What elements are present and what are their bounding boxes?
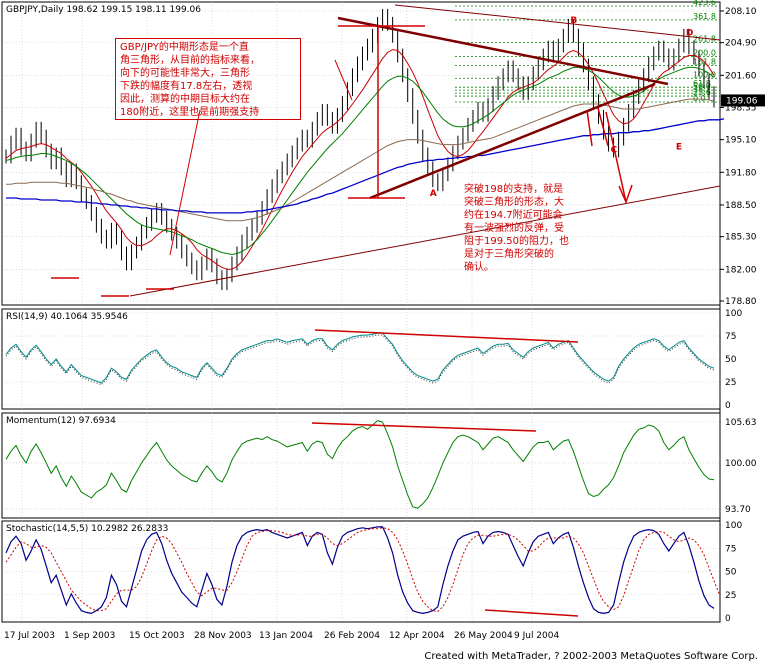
x-tick-label: 26 Feb 2004 — [324, 631, 380, 641]
y-tick-label: 188.50 — [725, 201, 757, 211]
annotation-left: GBP/JPY的中期形态是一个直 角三角形，从目前的指标来看， 向下的可能性非常… — [115, 38, 301, 120]
pattern-point-label: D — [686, 29, 693, 39]
footer-credit: Created with MetaTrader, ? 2002-2003 Met… — [424, 651, 758, 662]
stochastic-tick-label: 100 — [725, 521, 742, 531]
rsi-line — [5, 332, 715, 384]
momentum-line — [5, 420, 715, 509]
y-tick-label: 195.10 — [725, 136, 757, 146]
main-title: GBPJPY,Daily 198.62 199.15 198.11 199.06 — [6, 5, 201, 15]
stochastic-divergence-line — [484, 609, 579, 617]
pattern-point-label: A — [430, 189, 437, 199]
rsi-divergence-line — [314, 329, 579, 343]
momentum-divergence-line — [311, 422, 537, 432]
pattern-point-label: C — [611, 146, 618, 156]
x-tick-label: 9 Jul 2004 — [514, 631, 559, 641]
callout-pointer — [169, 109, 201, 256]
fib-level-label: 38.2 — [693, 85, 711, 94]
x-tick-label: 1 Sep 2003 — [64, 631, 115, 641]
pattern-point-label: E — [676, 143, 682, 153]
target-arrow — [605, 111, 627, 203]
target-arrow — [597, 107, 609, 147]
y-tick-label: 191.80 — [725, 168, 757, 178]
x-tick-label: 17 Jul 2003 — [4, 631, 55, 641]
stochastic-main-line — [5, 526, 715, 615]
long-support-line — [129, 185, 721, 297]
fib-level-label: 423.6 — [693, 0, 716, 7]
fib-level-label: 200.0 — [693, 48, 716, 57]
pattern-point-label: B — [570, 16, 577, 26]
y-tick-label: 185.30 — [725, 233, 757, 243]
stochastic-tick-label: 0 — [725, 614, 731, 624]
stochastic-signal-line — [5, 527, 720, 613]
momentum-title: Momentum(12) 97.6934 — [6, 416, 116, 426]
y-tick-label: 201.60 — [725, 71, 757, 81]
last-price-marker — [721, 94, 765, 107]
upper-channel-line — [394, 4, 501, 17]
stochastic-title: Stochastic(14,5,5) 10.2982 26.2833 — [6, 524, 168, 534]
rsi-tick-label: 75 — [725, 332, 736, 342]
fib-level-label: 23.6 — [693, 88, 711, 97]
momentum-tick-label: 105.63 — [725, 418, 757, 428]
y-tick-label: 182.00 — [725, 265, 757, 275]
fib-level-label: 50.0 — [693, 82, 711, 91]
x-tick-label: 15 Oct 2003 — [129, 631, 185, 641]
stochastic-tick-label: 50 — [725, 568, 737, 578]
y-tick-label: 198.35 — [725, 103, 757, 113]
rsi-title: RSI(14,9) 40.1064 35.9546 — [6, 312, 128, 322]
x-tick-label: 13 Jan 2004 — [259, 631, 313, 641]
x-tick-label: 28 Nov 2003 — [194, 631, 252, 641]
ma-line-medium — [5, 66, 715, 256]
annotation-right: 突破198的支持，就是 突破三角形的形态，大 约在194.7附近可能会 有一波强… — [464, 184, 569, 273]
stochastic-tick-label: 25 — [725, 591, 736, 601]
fib-level-label: 0.0 — [693, 94, 706, 103]
callout-pointer — [334, 59, 353, 101]
momentum-tick-label: 93.70 — [725, 505, 751, 515]
last-price-label: 199.06 — [726, 96, 758, 106]
fib-level-label: 261.8 — [693, 35, 716, 44]
x-tick-label: 26 May 2004 — [454, 631, 513, 641]
ma-line-fast — [5, 49, 715, 270]
triangle-lower-line — [369, 82, 656, 200]
stochastic-tick-label: 75 — [725, 544, 736, 554]
rsi-signal-line — [5, 334, 715, 386]
triangle-upper-line — [337, 16, 669, 86]
y-tick-label: 204.90 — [725, 39, 757, 49]
rsi-tick-label: 0 — [725, 401, 731, 411]
rsi-tick-label: 50 — [725, 355, 737, 365]
rsi-tick-label: 100 — [725, 309, 742, 319]
y-tick-label: 178.80 — [725, 297, 757, 307]
rsi-tick-label: 25 — [725, 378, 736, 388]
y-tick-label: 208.10 — [725, 7, 757, 17]
x-tick-label: 12 Apr 2004 — [389, 631, 445, 641]
upper-channel-line — [499, 15, 721, 41]
target-arrow-head — [618, 184, 633, 205]
momentum-tick-label: 100.00 — [725, 459, 757, 469]
target-arrow — [586, 109, 593, 147]
fib-level-label: 361.8 — [693, 12, 716, 21]
ma-line-slow — [6, 98, 715, 222]
fib-level-label: 61.8 — [693, 79, 711, 88]
